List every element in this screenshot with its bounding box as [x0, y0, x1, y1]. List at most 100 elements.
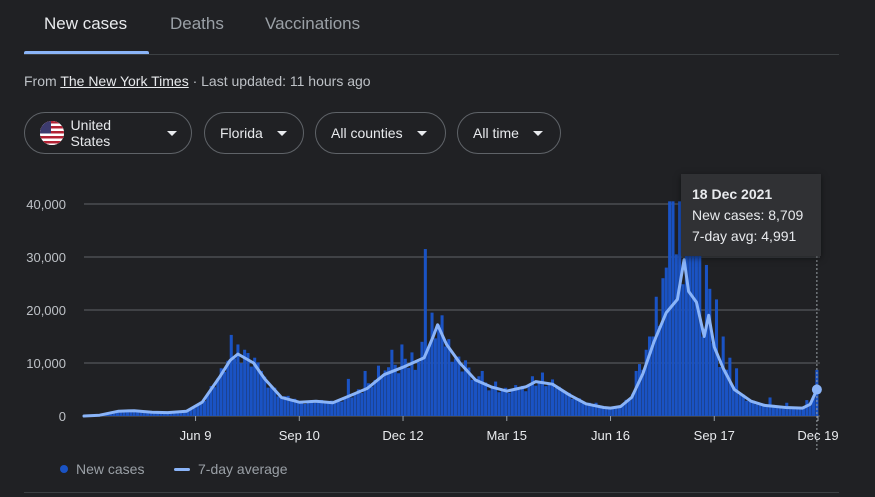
time-range-dropdown[interactable]: All time [457, 112, 561, 154]
case-bar [380, 377, 384, 416]
case-bar [507, 392, 511, 416]
case-bar [517, 390, 521, 416]
x-tick-label: Dec 12 [382, 428, 423, 443]
tab-deaths[interactable]: Deaths [170, 14, 224, 33]
case-bar [624, 399, 628, 416]
case-bar [186, 410, 190, 416]
case-bar [637, 364, 642, 416]
tab-new-cases[interactable]: New cases [44, 14, 128, 33]
chevron-down-icon [416, 130, 427, 136]
new-cases-swatch [60, 465, 68, 473]
case-bar [514, 385, 518, 416]
x-tick-label: Jun 9 [180, 428, 212, 443]
case-bar [350, 397, 354, 416]
case-bar [550, 379, 555, 416]
case-bar [112, 412, 116, 416]
case-bar [547, 382, 551, 416]
case-bar [708, 288, 712, 416]
case-bar [306, 402, 310, 416]
case-bar [196, 405, 200, 416]
tooltip-avg: 7-day avg: 4,991 [692, 228, 797, 244]
case-bar [296, 402, 300, 416]
case-bar [688, 227, 692, 416]
country-label: United States [70, 117, 112, 149]
case-bar [604, 406, 608, 416]
case-bar [741, 394, 745, 416]
case-bar [704, 264, 708, 416]
case-bar [761, 403, 765, 416]
case-bar [577, 398, 581, 416]
tooltip-cases: New cases: 8,709 [692, 207, 804, 223]
case-bar [494, 381, 498, 416]
case-bar [701, 336, 705, 416]
case-bar [310, 400, 314, 416]
county-dropdown[interactable]: All counties [315, 112, 446, 154]
source-line: From The New York Times · Last updated: … [24, 73, 371, 89]
country-dropdown[interactable]: United States [24, 112, 192, 154]
time-range-label: All time [473, 125, 519, 141]
case-bar [430, 312, 434, 416]
case-bar [212, 387, 217, 416]
case-bar [805, 400, 809, 416]
case-bar [353, 393, 357, 416]
case-bar [320, 399, 324, 416]
case-bar [661, 278, 665, 416]
x-tick-label: Sep 17 [694, 428, 735, 443]
case-bar [520, 385, 524, 416]
state-dropdown[interactable]: Florida [204, 112, 304, 154]
case-bar [423, 249, 427, 416]
case-bar [490, 388, 494, 416]
case-bar [136, 410, 140, 416]
case-bar [166, 412, 170, 416]
chevron-down-icon [532, 130, 543, 136]
case-bar [246, 353, 250, 416]
case-bar [333, 402, 337, 416]
case-bar [504, 387, 508, 416]
case-bar [256, 362, 260, 416]
case-bar [440, 315, 444, 416]
case-bar [484, 382, 488, 416]
case-bar [714, 299, 719, 416]
case-bar [269, 387, 273, 416]
cases-chart[interactable]: 0 10,000 20,000 30,000 40,000 Jun 9 Sep 10 Dec … [0, 0, 875, 460]
case-bar [450, 361, 454, 416]
source-link[interactable]: The New York Times [60, 73, 189, 89]
case-bar [400, 344, 404, 416]
county-label: All counties [331, 125, 403, 141]
case-bar [239, 363, 243, 416]
case-bar [534, 385, 538, 416]
case-bar [540, 372, 544, 416]
case-bar [343, 398, 347, 416]
case-bar [470, 379, 474, 416]
case-bar [674, 254, 678, 416]
case-bar [420, 341, 424, 416]
case-bar [316, 401, 320, 416]
case-bar [149, 412, 153, 416]
case-bar [594, 402, 598, 416]
case-bar [587, 402, 591, 416]
case-bar [433, 338, 437, 416]
case-bar [283, 396, 287, 416]
case-bar [129, 411, 133, 416]
case-bar [202, 401, 206, 416]
tab-vaccinations[interactable]: Vaccinations [265, 14, 361, 33]
case-bar [286, 395, 290, 416]
case-bar [621, 404, 625, 416]
case-bar [474, 378, 478, 416]
case-bar [694, 249, 698, 416]
case-bar [678, 201, 682, 416]
case-bar [634, 370, 638, 416]
average-swatch [174, 467, 190, 471]
case-bar [574, 398, 578, 416]
case-bar [417, 361, 421, 416]
case-bar [798, 407, 802, 416]
case-bar [795, 407, 799, 416]
case-bar [791, 408, 795, 416]
case-bar [721, 336, 725, 416]
case-bar [273, 387, 277, 416]
case-bar [738, 394, 742, 416]
case-bar [373, 379, 377, 416]
case-bar [812, 398, 816, 416]
case-bar [711, 342, 715, 416]
case-bar [233, 358, 237, 416]
